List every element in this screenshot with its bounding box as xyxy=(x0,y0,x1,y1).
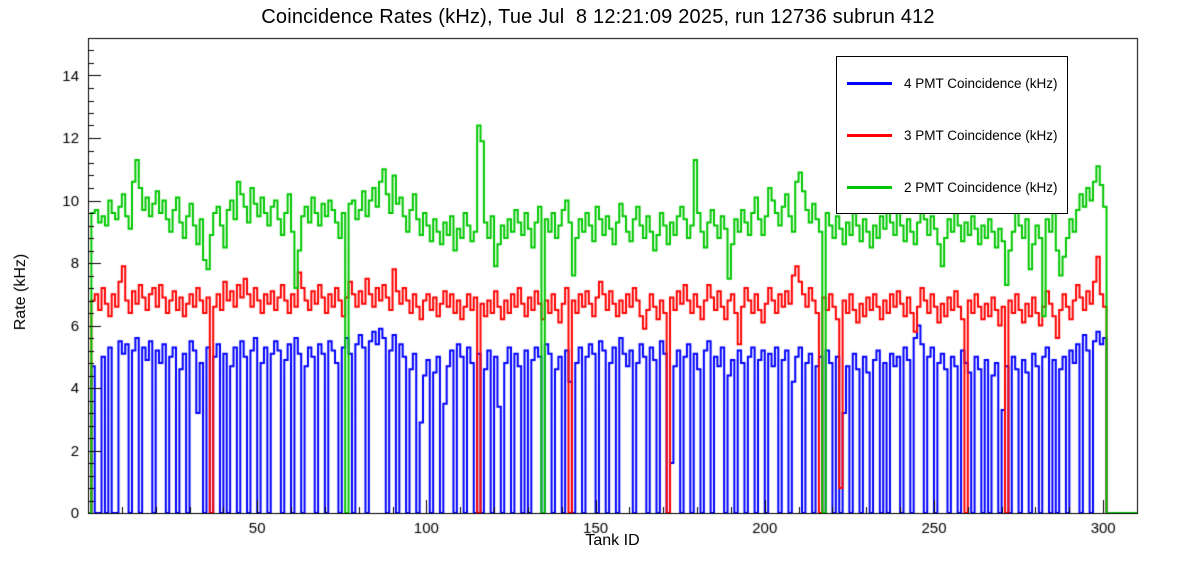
legend-entry-3pmt: 3 PMT Coincidence (kHz) xyxy=(837,128,1067,143)
legend-line-sample-2pmt xyxy=(847,185,892,189)
legend-label-3pmt: 3 PMT Coincidence (kHz) xyxy=(904,127,1058,143)
legend-entry-4pmt: 4 PMT Coincidence (kHz) xyxy=(837,76,1067,91)
legend-label-4pmt: 4 PMT Coincidence (kHz) xyxy=(904,75,1058,91)
y-axis-title: Rate (kHz) xyxy=(12,253,29,331)
legend-label-2pmt: 2 PMT Coincidence (kHz) xyxy=(904,179,1058,195)
chart-title: Coincidence Rates (kHz), Tue Jul 8 12:21… xyxy=(261,6,935,28)
legend: 4 PMT Coincidence (kHz) 3 PMT Coincidenc… xyxy=(836,56,1068,214)
legend-entry-2pmt: 2 PMT Coincidence (kHz) xyxy=(837,180,1067,195)
legend-line-sample-4pmt xyxy=(847,81,892,85)
x-axis-title: Tank ID xyxy=(585,532,640,549)
legend-line-sample-3pmt xyxy=(847,133,892,137)
